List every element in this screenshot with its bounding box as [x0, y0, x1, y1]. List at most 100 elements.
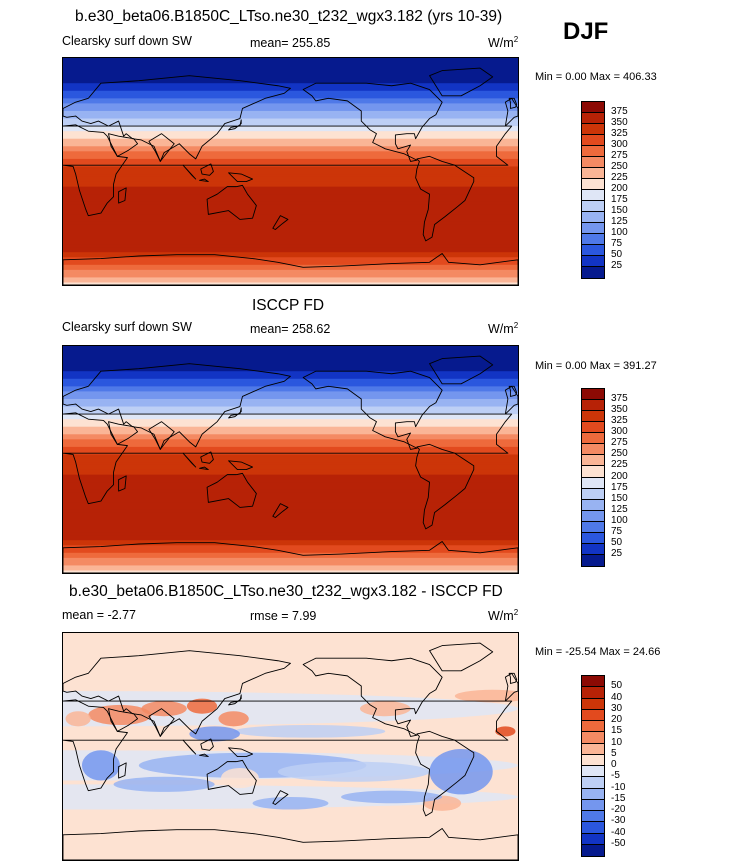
colorbar-swatch	[582, 422, 604, 434]
colorbar-swatch	[582, 113, 604, 124]
panel2-title: ISCCP FD	[252, 297, 325, 314]
colorbar-swatch	[582, 212, 604, 223]
colorbar-swatch	[582, 411, 604, 423]
colorbar-swatch	[582, 709, 604, 721]
panel2-map	[62, 345, 519, 574]
panel1-mean: mean= 255.85	[250, 36, 331, 50]
colorbar-label: 100	[611, 514, 628, 526]
colorbar-swatch	[582, 455, 604, 467]
colorbar-label: 300	[611, 426, 628, 438]
panel3-colorbar	[581, 675, 605, 857]
colorbar-swatch	[582, 543, 604, 555]
colorbar-label: -5	[611, 770, 620, 782]
colorbar-swatch	[582, 754, 604, 766]
colorbar-label: 200	[611, 183, 628, 194]
panel3-rmse: rmse = 7.99	[250, 609, 317, 623]
colorbar-swatch	[582, 833, 604, 845]
panel1-colorbar	[581, 101, 605, 279]
colorbar-swatch	[582, 554, 604, 566]
colorbar-swatch	[582, 788, 604, 800]
colorbar-label: 10	[611, 736, 623, 748]
colorbar-swatch	[582, 124, 604, 135]
panel3-difference-map	[62, 632, 519, 861]
season-label: DJF	[563, 18, 609, 45]
colorbar-label: 325	[611, 128, 628, 139]
colorbar-label: 350	[611, 117, 628, 128]
colorbar-swatch	[582, 698, 604, 710]
colorbar-swatch	[582, 179, 604, 190]
panel2-units: W/m2	[488, 321, 519, 337]
colorbar-swatch	[582, 389, 604, 401]
panel2-variable: Clearsky surf down SW	[62, 320, 192, 334]
colorbar-label: -40	[611, 826, 626, 838]
colorbar-label: -50	[611, 837, 626, 849]
panel3-title: b.e30_beta06.B1850C_LTso.ne30_t232_wgx3.…	[69, 583, 503, 600]
colorbar-swatch	[582, 521, 604, 533]
colorbar-label: 250	[611, 161, 628, 172]
colorbar-label: 175	[611, 481, 628, 493]
colorbar-label: 75	[611, 238, 623, 249]
panel1-minmax: Min = 0.00 Max = 406.33	[535, 71, 657, 83]
colorbar-swatch	[582, 245, 604, 256]
colorbar-swatch	[582, 234, 604, 245]
colorbar-swatch	[582, 777, 604, 789]
colorbar-label: 5	[611, 747, 617, 759]
colorbar-label: 225	[611, 459, 628, 471]
colorbar-swatch	[582, 168, 604, 179]
colorbar-label: 40	[611, 691, 623, 703]
colorbar-label: 50	[611, 536, 623, 548]
colorbar-label: -20	[611, 804, 626, 815]
panel2-colorbar	[581, 388, 605, 567]
colorbar-swatch	[582, 477, 604, 489]
panel1-map	[62, 57, 519, 286]
colorbar-swatch	[582, 267, 604, 278]
colorbar-swatch	[582, 466, 604, 478]
panel1-title: b.e30_beta06.B1850C_LTso.ne30_t232_wgx3.…	[75, 8, 503, 25]
colorbar-label: -10	[611, 781, 626, 793]
colorbar-swatch	[582, 256, 604, 267]
colorbar-swatch	[582, 201, 604, 212]
colorbar-swatch	[582, 732, 604, 744]
colorbar-label: 75	[611, 525, 623, 537]
panel2-minmax: Min = 0.00 Max = 391.27	[535, 360, 657, 372]
colorbar-swatch	[582, 532, 604, 544]
panel1-units: W/m2	[488, 35, 519, 51]
colorbar-swatch	[582, 146, 604, 157]
colorbar-swatch	[582, 157, 604, 168]
colorbar-label: 25	[611, 547, 623, 559]
colorbar-label: 350	[611, 404, 628, 416]
colorbar-label: 325	[611, 415, 628, 427]
panel1-variable: Clearsky surf down SW	[62, 34, 192, 48]
colorbar-swatch	[582, 687, 604, 699]
colorbar-swatch	[582, 766, 604, 778]
colorbar-swatch	[582, 444, 604, 456]
colorbar-label: 275	[611, 437, 628, 449]
colorbar-label: 250	[611, 448, 628, 460]
colorbar-swatch	[582, 190, 604, 201]
colorbar-swatch	[582, 499, 604, 511]
colorbar-swatch	[582, 488, 604, 500]
colorbar-label: 150	[611, 205, 628, 216]
colorbar-label: 125	[611, 503, 628, 515]
colorbar-label: 375	[611, 393, 628, 405]
colorbar-label: 150	[611, 492, 628, 504]
colorbar-label: 25	[611, 260, 623, 271]
panel3-units: W/m2	[488, 608, 519, 624]
colorbar-label: -30	[611, 815, 626, 827]
colorbar-swatch	[582, 433, 604, 445]
colorbar-label: -15	[611, 792, 626, 804]
colorbar-label: 50	[611, 249, 623, 260]
panel2-mean: mean= 258.62	[250, 322, 331, 336]
colorbar-label: 375	[611, 106, 628, 117]
colorbar-swatch	[582, 223, 604, 234]
colorbar-label: 100	[611, 227, 628, 238]
colorbar-label: 175	[611, 194, 628, 205]
colorbar-label: 15	[611, 725, 623, 737]
colorbar-swatch	[582, 721, 604, 733]
colorbar-label: 200	[611, 470, 628, 482]
colorbar-label: 225	[611, 172, 628, 183]
colorbar-label: 300	[611, 139, 628, 150]
colorbar-label: 125	[611, 216, 628, 227]
colorbar-swatch	[582, 102, 604, 113]
colorbar-label: 50	[611, 680, 623, 692]
